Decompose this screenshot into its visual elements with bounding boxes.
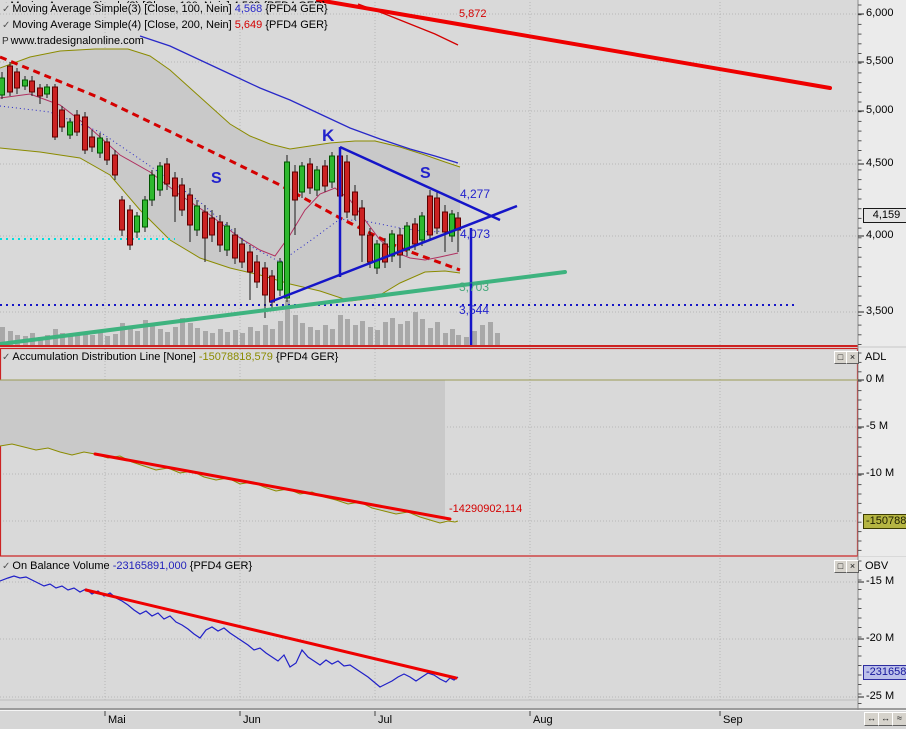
obv-close-button[interactable]: × xyxy=(846,560,859,573)
legend-label: On Balance Volume xyxy=(12,560,110,572)
legend-label: Moving Average Simple(4) [Close, 200, Ne… xyxy=(12,19,232,31)
legend-suffix: {PFD4 GER} xyxy=(275,351,339,363)
y-axis-label: 0 M xyxy=(866,373,885,385)
legend-obv: ✓ On Balance Volume -23165891,000 {PFD4 G… xyxy=(2,560,252,572)
maximize-icon: □ xyxy=(837,352,844,362)
price-axis[interactable] xyxy=(858,0,906,346)
annotation-label: 3,544 xyxy=(459,303,490,317)
scroll-horizontal-icon: ↔ xyxy=(867,713,876,723)
annotation-label: 4,073 xyxy=(460,227,491,241)
zoom-horizontal-icon: ↔ xyxy=(881,713,890,723)
annotation-label: -14290902,114 xyxy=(449,503,523,515)
legend-suffix: {PFD4 GER} xyxy=(265,19,328,31)
adl-close-button[interactable]: × xyxy=(846,351,859,364)
legend-suffix: {PFD4 GER} xyxy=(189,560,253,572)
y-axis-label: -15 M xyxy=(866,575,895,587)
last-price-marker: 4,159 xyxy=(863,208,906,223)
obv-value-marker: -23165891,000 xyxy=(863,665,906,680)
month-label: Sep xyxy=(723,714,743,726)
check-icon[interactable]: ✓ xyxy=(0,1,8,3)
month-label: Jun xyxy=(243,714,261,726)
y-axis-label: 4,000 xyxy=(866,229,894,241)
y-axis-label: -20 M xyxy=(866,632,895,644)
check-icon[interactable]: ✓ xyxy=(2,4,11,15)
maximize-icon: □ xyxy=(837,561,844,571)
obv-axis[interactable] xyxy=(858,557,906,710)
month-label: Jul xyxy=(378,714,393,726)
annotation-label: S xyxy=(420,165,431,182)
legend-adl: ✓ Accumulation Distribution Line [None] -… xyxy=(2,351,338,363)
marker-arrow xyxy=(863,666,864,678)
legend-ma200: ✓ Moving Average Simple(4) [Close, 200, N… xyxy=(2,19,328,31)
close-icon: × xyxy=(849,352,856,362)
legend-label: Accumulation Distribution Line [None] xyxy=(12,351,196,363)
month-label: Aug xyxy=(533,714,553,726)
watermark-mark-icon: P xyxy=(2,36,9,47)
pattern-tool-button[interactable]: ≈ xyxy=(892,712,906,726)
legend-value: -23165891,000 xyxy=(112,560,187,572)
clipped-legend-row: ✓Moving Average Simple(3) [Close, 100, N… xyxy=(0,0,500,3)
y-axis-label: 4,500 xyxy=(866,157,894,169)
marker-arrow xyxy=(863,515,864,527)
y-axis-label: 5,000 xyxy=(866,104,894,116)
annotation-label: K xyxy=(322,126,335,145)
marker-arrow xyxy=(863,209,864,221)
legend-value: 4,568 xyxy=(234,3,263,15)
y-axis-label: -5 M xyxy=(866,420,888,432)
pattern-wave-icon: ≈ xyxy=(897,713,902,723)
annotation-label: S xyxy=(211,170,222,187)
adl-value-marker: -15078818,579 xyxy=(863,514,906,529)
y-axis-label: 5,500 xyxy=(866,55,894,67)
annotation-label: 3,703 xyxy=(459,280,490,294)
y-axis-label: -10 M xyxy=(866,467,895,479)
y-axis-label: 6,000 xyxy=(866,7,894,19)
check-icon[interactable]: ✓ xyxy=(2,352,11,363)
time-axis[interactable] xyxy=(0,710,906,729)
legend-value: -15078818,579 xyxy=(198,351,273,363)
legend-label: Moving Average Simple(3) [Close, 100, Ne… xyxy=(12,3,232,15)
legend-suffix: {PFD4 GER} xyxy=(265,3,328,15)
check-icon[interactable]: ✓ xyxy=(2,20,11,31)
y-axis-label: -25 M xyxy=(866,690,895,702)
annotation-label: 5,872 xyxy=(459,8,487,20)
legend-ma100: ✓ Moving Average Simple(3) [Close, 100, N… xyxy=(2,3,328,15)
scroll-horizontal-button[interactable]: ↔ xyxy=(864,712,879,726)
obv-axis-title: OBV xyxy=(865,560,889,572)
close-icon: × xyxy=(849,561,856,571)
annotation-label: 4,277 xyxy=(460,187,491,201)
zoom-horizontal-button[interactable]: ↔ xyxy=(878,712,893,726)
check-icon[interactable]: ✓ xyxy=(2,561,11,572)
y-axis-label: 3,500 xyxy=(866,305,894,317)
month-label: Mai xyxy=(108,714,126,726)
legend-value: 5,649 xyxy=(234,19,263,31)
adl-axis-title: ADL xyxy=(865,351,887,363)
